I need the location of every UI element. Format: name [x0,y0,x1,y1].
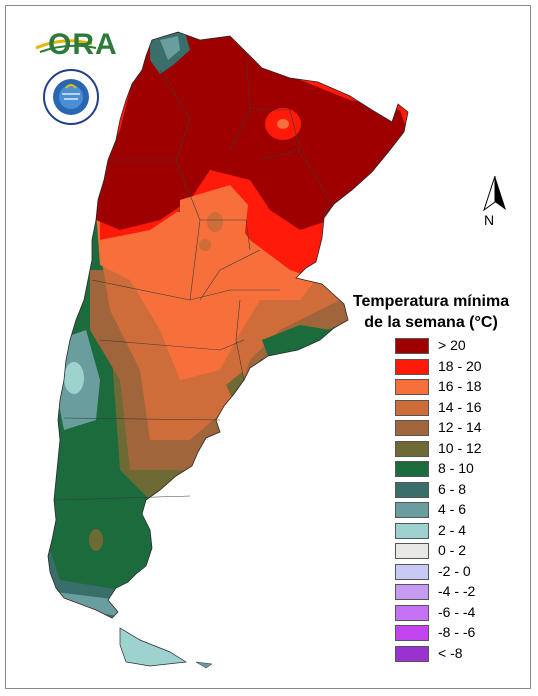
legend-item: 0 - 2 [395,541,525,561]
island-small [195,661,213,669]
legend-item: -6 - -4 [395,603,525,623]
logo-swoosh-yellow [35,39,93,50]
province-borders [55,51,331,501]
legend-item: 6 - 8 [395,480,525,500]
north-arrow-icon [483,175,506,212]
legend-swatch [395,461,429,477]
north-arrow-right [495,176,506,210]
zone-nw-colder [160,36,180,60]
zone-andes-2-4 [64,362,84,394]
legend-label: 2 - 4 [438,521,467,538]
legend-item: < -8 [395,644,525,664]
province-line [250,109,301,161]
legend-swatch [395,563,429,580]
legend-label: -8 - -6 [438,624,476,640]
legend-label: 16 - 18 [438,378,482,394]
zone-central-dot2 [199,239,211,251]
north-arrow-left [483,175,496,212]
legend-label: -2 - 0 [438,562,471,579]
province-line [200,219,251,251]
legend-label: 8 - 10 [438,460,474,476]
legend-swatch [395,440,429,457]
legend-swatch [395,522,429,539]
tierra-del-fuego [119,627,188,667]
legend-label: 12 - 14 [438,419,482,435]
ora-logo [35,39,97,53]
legend-item: 16 - 18 [395,377,525,397]
legend-title-line2: de la semana (°C) [364,314,498,331]
legend-label: 14 - 16 [438,398,482,415]
legend-swatch [395,584,429,600]
province-line [91,279,280,301]
legend-label: 10 - 12 [438,439,482,456]
smn-seal [43,69,99,125]
seal-lines [62,93,80,100]
seal-globe-icon [59,85,83,109]
legend-swatch [395,399,429,416]
zone-16-18-dot [277,119,289,129]
legend-swatch [395,502,429,518]
legend-swatch [395,645,429,662]
legend-label: < -8 [438,644,463,661]
legend-swatch [395,379,429,395]
legend-swatch [395,625,429,641]
logo-swoosh-green [39,44,97,53]
province-line [63,417,221,421]
legend-swatch [395,420,429,436]
legend-swatch [395,604,429,621]
province-line [199,249,261,301]
legend-item: 4 - 6 [395,500,525,520]
legend-item: 10 - 12 [395,439,525,459]
legend-item: -8 - -6 [395,623,525,643]
legend-item: 8 - 10 [395,459,525,479]
legend-title: Temperatura mínima de la semana (°C) [334,291,528,333]
temperature-zones [48,32,408,618]
legend-item: > 20 [395,336,525,356]
legend-label: 0 - 2 [438,542,467,558]
legend-label: > 20 [438,337,466,353]
legend-label: 6 - 8 [438,480,467,497]
zone-patagonia-spot [89,529,103,551]
ora-logo-text: ORA [48,28,118,61]
legend-label: -6 - -4 [438,603,476,620]
legend-item: 2 - 4 [395,521,525,541]
legend-item: -4 - -2 [395,582,525,602]
zone-central-dot [207,212,223,232]
legend-label: -4 - -2 [438,583,476,599]
legend-title-line1: Temperatura mínima [352,293,510,310]
legend-swatch [395,358,429,375]
legend-swatch [395,481,429,498]
province-line [55,495,191,501]
legend-item: 12 - 14 [395,418,525,438]
legend-item: 18 - 20 [395,357,525,377]
legend-swatch [395,543,429,559]
figure-border [5,5,531,689]
province-line [99,339,245,351]
legend-swatch [395,338,429,354]
province-line [235,299,245,381]
legend-label: 18 - 20 [438,357,482,374]
zone-over-20 [96,32,408,230]
legend-item: 14 - 16 [395,398,525,418]
seal-sun-icon [65,84,77,89]
legend-item: -2 - 0 [395,562,525,582]
legend-label: 4 - 6 [438,501,467,517]
north-label: N [484,212,495,228]
province-line [299,149,331,219]
